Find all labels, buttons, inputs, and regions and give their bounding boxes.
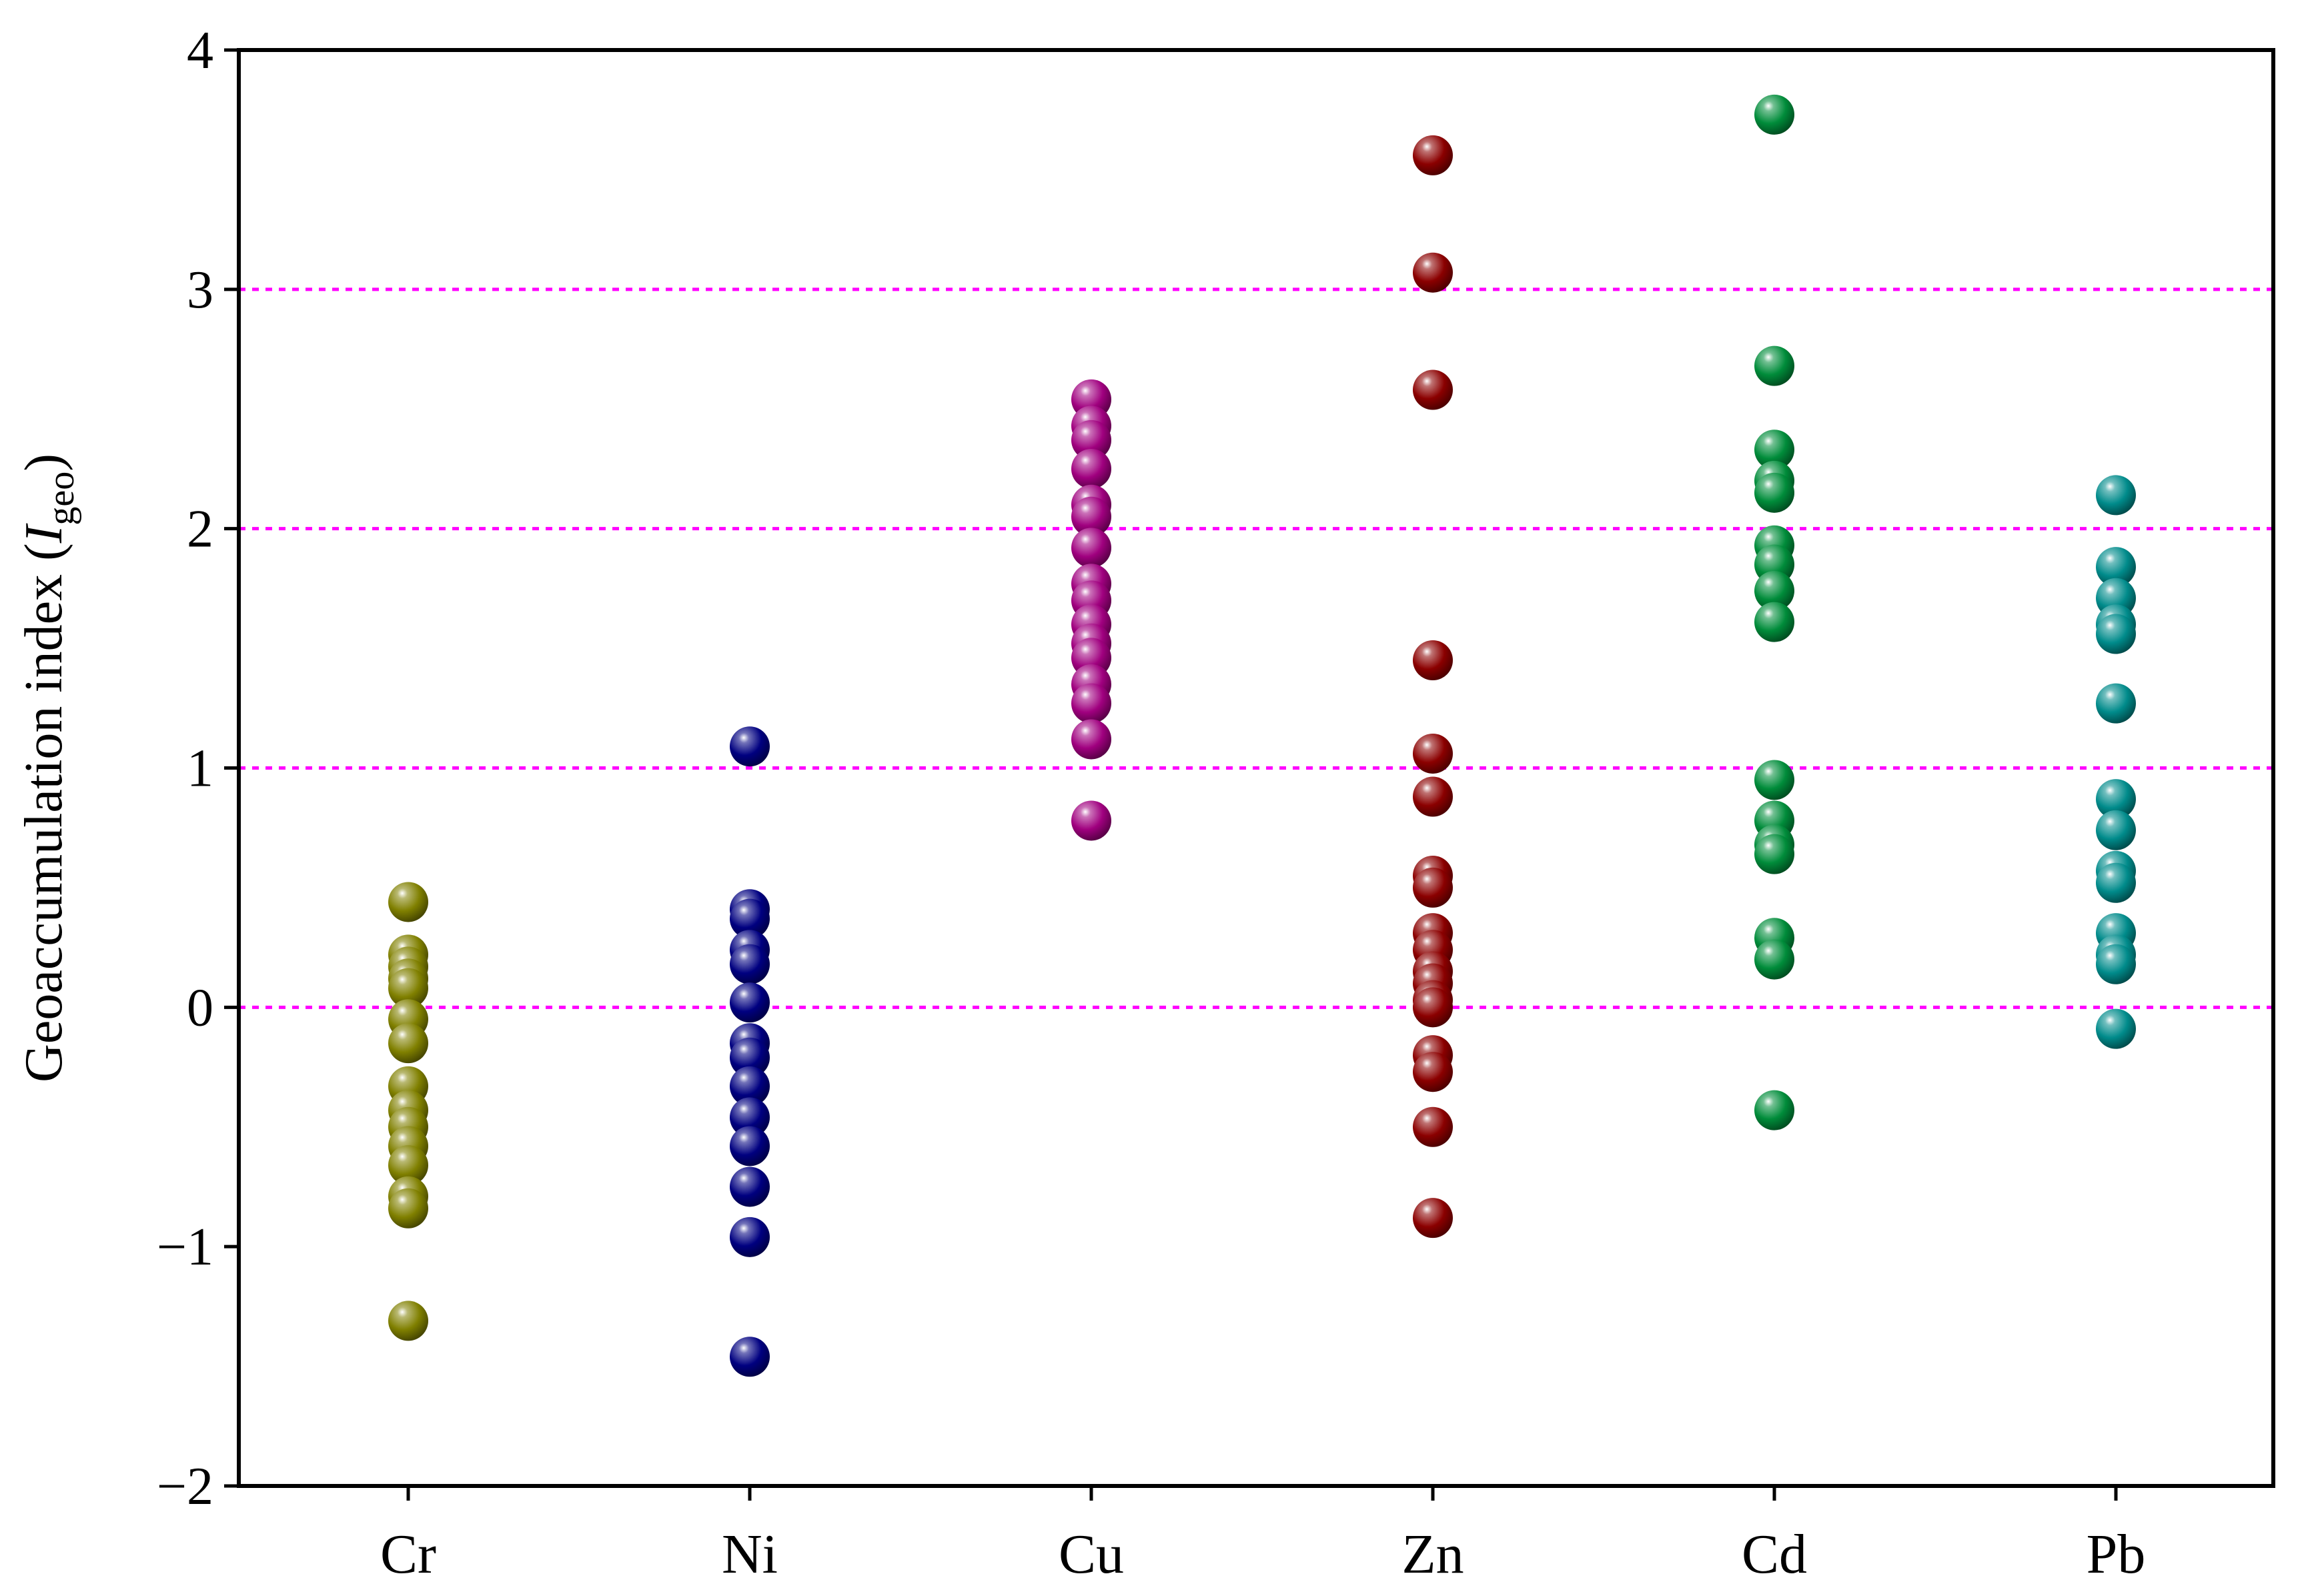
data-point-cu xyxy=(1071,448,1111,489)
x-tick-label: Cr xyxy=(380,1523,436,1585)
x-tick-label: Cu xyxy=(1059,1523,1124,1585)
data-point-pb xyxy=(2096,683,2136,724)
y-axis-title-close: ) xyxy=(15,454,73,472)
data-point-cd xyxy=(1754,570,1794,611)
data-point-cd xyxy=(1754,760,1794,800)
data-point-zn xyxy=(1413,640,1453,681)
y-tick-label: 2 xyxy=(187,500,213,559)
y-tick-label: 4 xyxy=(187,21,213,80)
y-tick-label: −2 xyxy=(157,1457,213,1516)
data-point-zn xyxy=(1413,776,1453,817)
data-point-zn xyxy=(1413,135,1453,175)
data-point-pb xyxy=(2096,1008,2136,1049)
data-point-cd xyxy=(1754,834,1794,874)
data-point-cr xyxy=(388,1188,428,1229)
data-point-zn xyxy=(1413,1106,1453,1147)
data-point-pb xyxy=(2096,475,2136,516)
data-point-cr xyxy=(388,1145,428,1186)
data-point-cu xyxy=(1071,420,1111,460)
data-point-ni xyxy=(730,1097,770,1138)
data-point-zn xyxy=(1413,987,1453,1028)
data-point-ni xyxy=(730,726,770,767)
axis-ticks xyxy=(224,48,2118,1501)
y-axis-title-subscript: geo xyxy=(41,472,82,526)
data-point-zn xyxy=(1413,1052,1453,1092)
data-point-ni xyxy=(730,1217,770,1257)
data-point-cd xyxy=(1754,1090,1794,1130)
data-point-cd xyxy=(1754,602,1794,642)
data-point-pb xyxy=(2096,614,2136,654)
x-tick-labels: Cr Ni Cu Zn Cd Pb xyxy=(380,1523,2145,1585)
y-axis-title: Geoaccumulation index (Igeo) xyxy=(15,454,82,1082)
data-point-ni xyxy=(730,1037,770,1078)
data-point-cd xyxy=(1754,94,1794,135)
data-point-pb xyxy=(2096,779,2136,820)
data-point-cr xyxy=(388,968,428,1008)
reference-lines xyxy=(239,287,2273,1009)
plot-frame xyxy=(237,48,2275,1488)
y-axis-title-symbol: I xyxy=(15,523,73,544)
data-point-zn xyxy=(1413,1198,1453,1239)
data-point-ni xyxy=(730,1166,770,1207)
data-point-cr xyxy=(388,1023,428,1064)
data-point-cu xyxy=(1071,528,1111,568)
data-point-ni xyxy=(730,1126,770,1166)
data-point-zn xyxy=(1413,369,1453,410)
data-point-cu xyxy=(1071,719,1111,760)
data-point-ni xyxy=(730,982,770,1023)
x-tick-label: Cd xyxy=(1742,1523,1807,1585)
y-tick-label: 3 xyxy=(187,261,213,319)
data-point-pb xyxy=(2096,547,2136,588)
data-point-cd xyxy=(1754,345,1794,386)
data-point-cr xyxy=(388,1301,428,1341)
x-tick-label: Ni xyxy=(722,1523,778,1585)
data-point-cd xyxy=(1754,472,1794,513)
data-point-cr xyxy=(388,882,428,922)
data-point-pb xyxy=(2096,862,2136,903)
x-tick-label: Zn xyxy=(1401,1523,1464,1585)
data-point-ni xyxy=(730,1337,770,1377)
y-tick-label: −1 xyxy=(157,1218,213,1277)
data-point-cu xyxy=(1071,496,1111,537)
data-point-cd xyxy=(1754,430,1794,470)
data-point-zn xyxy=(1413,867,1453,908)
y-axis-title-main: Geoaccumulation index ( xyxy=(15,543,73,1082)
data-point-cd xyxy=(1754,939,1794,980)
data-point-ni xyxy=(730,944,770,984)
data-point-cu xyxy=(1071,800,1111,841)
data-point-zn xyxy=(1413,252,1453,293)
data-point-ni xyxy=(730,1066,770,1106)
y-tick-labels: −2 −1 0 1 2 3 4 xyxy=(157,21,213,1516)
data-point-cu xyxy=(1071,683,1111,724)
data-point-pb xyxy=(2096,944,2136,984)
data-point-zn xyxy=(1413,733,1453,774)
x-tick-label: Pb xyxy=(2087,1523,2146,1585)
data-point-ni xyxy=(730,898,770,939)
y-tick-label: 0 xyxy=(187,978,213,1037)
data-points xyxy=(388,94,2136,1377)
y-tick-label: 1 xyxy=(187,740,213,798)
data-point-pb xyxy=(2096,810,2136,850)
